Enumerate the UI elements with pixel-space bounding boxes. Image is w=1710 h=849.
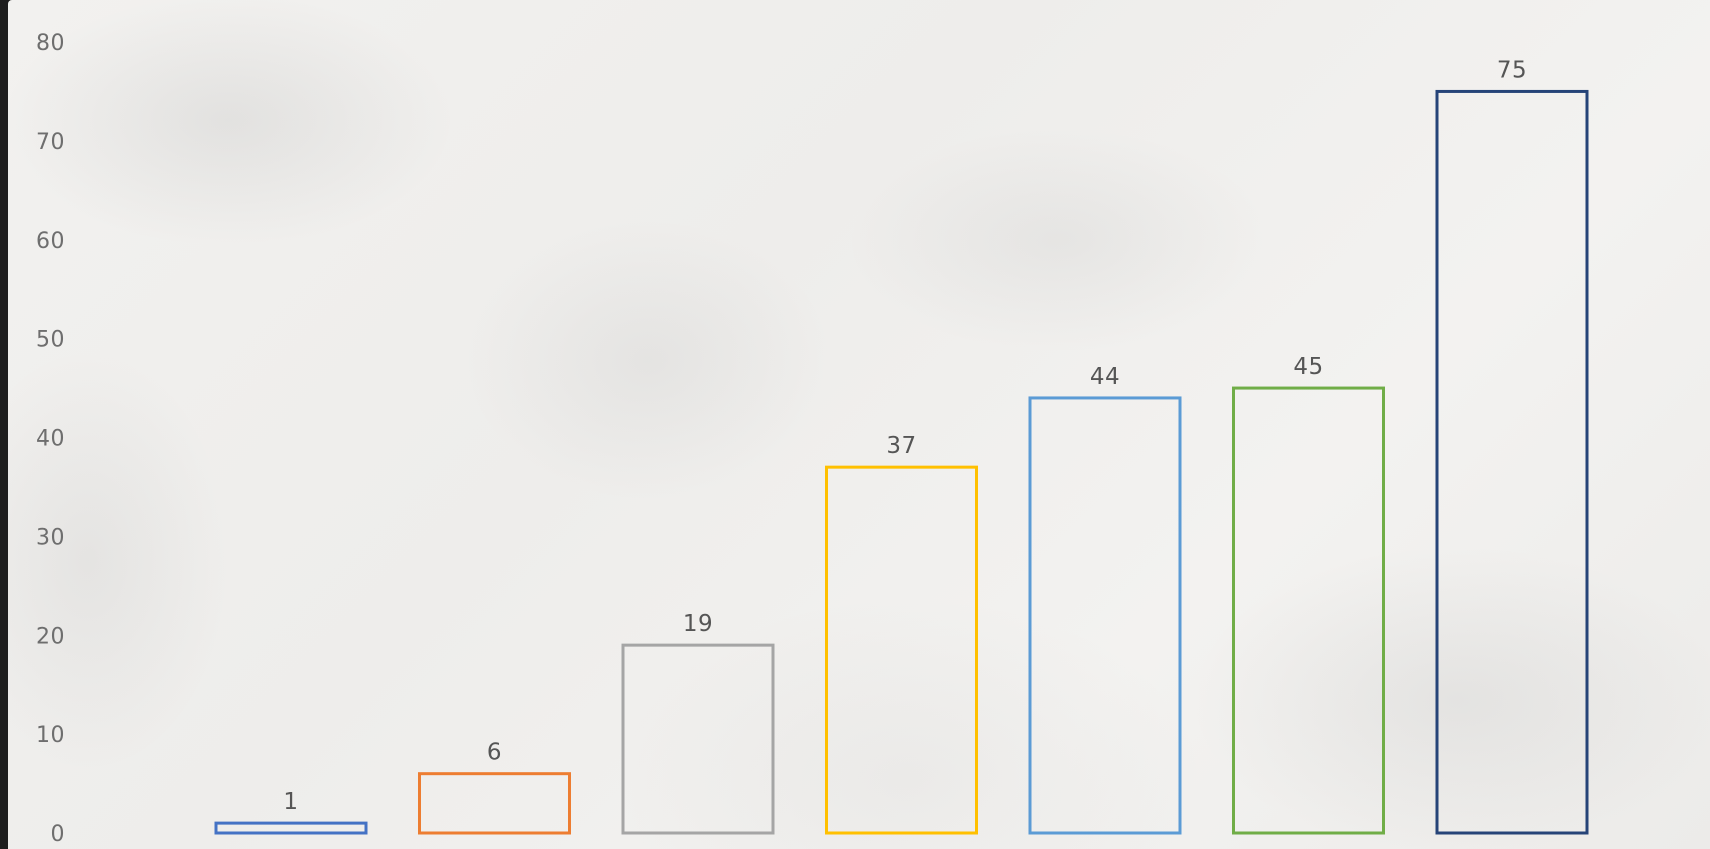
bar-value-label: 1 [283,789,298,815]
y-axis: 0 10 20 30 40 50 60 70 80 [36,31,65,847]
bars [214,89,1589,835]
bar-value-label: 6 [487,740,502,766]
y-tick-label: 0 [51,822,66,847]
bar [214,821,368,835]
y-tick-label: 40 [36,427,65,452]
bar-value-label: 45 [1293,354,1323,380]
y-tick-label: 80 [36,31,65,56]
y-tick-label: 10 [36,723,65,748]
bar [621,643,775,835]
bar [825,465,978,835]
y-tick-label: 30 [36,525,65,550]
data-labels: 1 6 19 37 44 45 75 [283,57,1527,815]
bar [1232,386,1385,835]
bar [1435,89,1589,835]
bar-value-label: 75 [1497,57,1527,83]
y-tick-label: 70 [36,130,65,155]
bar [1028,396,1182,835]
bar-value-label: 44 [1090,364,1120,390]
y-tick-label: 50 [36,328,65,353]
bar-value-label: 19 [683,611,713,637]
bar-value-label: 37 [886,433,916,459]
y-tick-label: 20 [36,624,65,649]
paper-texture-background [8,0,1710,849]
y-tick-label: 60 [36,229,65,254]
background-strip [0,0,8,849]
bar [418,772,571,835]
